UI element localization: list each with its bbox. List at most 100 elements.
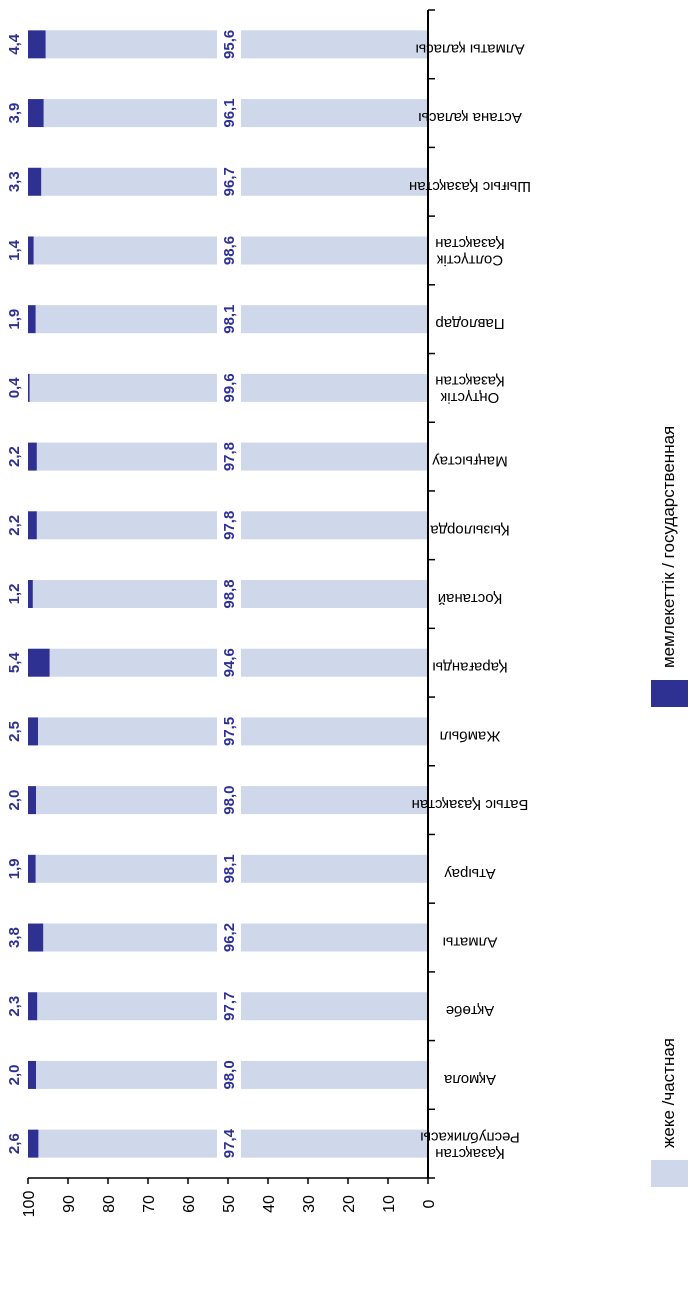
category-label-6: Маңғыстау [432,453,508,470]
bar-state-12 [28,854,36,883]
value-label-state-16: 2,6 [6,1133,23,1154]
value-label-backing [217,370,241,406]
category-label-7: Қызылорда [430,521,510,538]
value-label-state-6: 2,2 [6,446,23,467]
value-label-state-3: 1,4 [6,239,23,261]
value-label-state-9: 5,4 [6,652,23,674]
value-label-backing [217,919,241,956]
value-tick-label-100: 100 [21,1191,38,1218]
category-label-9: Қарағанды [432,659,507,676]
legend-swatch-state [651,680,688,707]
category-label-2: Шығыс Қазақстан [409,178,531,195]
category-label-5: ОңтүстікҚазақстан [435,373,505,407]
value-label-state-1: 3,9 [6,103,23,124]
legend-swatch-private [651,1160,688,1187]
legend-label-state: мемлекеттік / государственная [659,426,678,668]
category-label-4: Павлодар [435,315,504,332]
category-label-11: Батыс Қазақстан [412,796,529,813]
value-label-backing [217,645,241,681]
value-label-private-16: 97,4 [221,1128,238,1158]
value-label-backing [217,988,241,1024]
value-label-backing [217,576,241,612]
bar-state-8 [28,580,33,608]
category-label-12: Атырау [444,865,496,882]
category-label-8: Қостанай [438,590,503,607]
value-tick-label-20: 20 [341,1195,358,1213]
value-label-state-13: 3,8 [6,927,23,948]
bar-state-14 [28,992,38,1021]
value-label-backing [217,851,241,887]
value-label-state-11: 2,0 [6,790,23,811]
value-label-backing [217,95,241,131]
value-label-private-12: 98,1 [221,854,238,883]
value-label-backing [217,164,241,200]
value-label-private-5: 99,6 [221,373,238,402]
legend-label-private: жеке /частная [659,1038,678,1148]
bar-state-3 [28,236,34,265]
category-label-1: Астана қаласы [418,109,522,126]
value-label-private-2: 96,7 [221,167,238,196]
value-label-state-8: 1,2 [6,584,23,605]
bar-state-1 [28,99,44,128]
value-label-private-6: 97,8 [221,442,238,471]
value-label-private-1: 96,1 [221,98,238,127]
value-label-state-10: 2,5 [6,721,23,742]
bar-state-0 [28,30,46,59]
value-label-backing [217,782,241,818]
value-label-backing [217,1125,241,1162]
value-labels-group: 95,6 4,4 96,1 3,9 96,7 3,3 98,6 1,4 98,1 1,9 99,6 0… [6,26,241,1162]
bar-state-15 [28,1060,36,1089]
value-label-backing [217,507,241,543]
category-label-line: Қазақстан [435,373,505,390]
bar-state-2 [28,167,42,196]
value-label-private-4: 98,1 [221,305,238,334]
category-label-10: Жамбыл [440,727,501,744]
bar-state-5 [28,373,30,402]
category-label-15: Ақмола [443,1071,496,1088]
value-label-backing [217,713,241,750]
bar-state-9 [28,648,50,677]
value-label-private-15: 98,0 [221,1060,238,1089]
value-label-private-9: 94,6 [221,648,238,677]
category-label-13: Алматы [443,934,498,951]
value-tick-label-50: 50 [221,1195,238,1213]
bar-state-10 [28,717,38,746]
category-label-line: Оңтүстік [440,389,499,406]
value-label-backing [217,26,241,62]
category-label-14: Ақтөбе [446,1002,495,1019]
value-label-private-7: 97,8 [221,511,238,540]
legend: жеке /частная мемлекеттік / государствен… [651,426,688,1187]
value-label-state-15: 2,0 [6,1065,23,1086]
category-label-line: Республикасы [420,1128,520,1145]
value-tick-label-10: 10 [381,1195,398,1213]
value-label-private-0: 95,6 [221,30,238,59]
value-label-state-4: 1,9 [6,309,23,330]
value-tick-label-0: 0 [421,1199,438,1208]
value-label-backing [217,301,241,337]
category-label-line: Қазақстан [435,1145,505,1162]
value-tick-label-40: 40 [261,1195,278,1213]
category-label-line: Қазақстан [435,235,505,252]
value-tick-label-90: 90 [61,1195,78,1213]
value-label-state-12: 1,9 [6,858,23,879]
value-label-private-11: 98,0 [221,786,238,815]
value-label-state-5: 0,4 [6,377,23,399]
bar-state-4 [28,305,36,334]
value-label-private-14: 97,7 [221,992,238,1021]
value-tick-label-60: 60 [181,1195,198,1213]
bar-state-16 [28,1129,39,1158]
bar-state-7 [28,511,37,540]
value-label-state-7: 2,2 [6,515,23,536]
value-label-private-13: 96,2 [221,923,238,952]
value-label-backing [217,438,241,475]
bar-state-6 [28,442,37,471]
category-label-0: Алматы қаласы [415,40,524,57]
value-tick-label-80: 80 [101,1195,118,1213]
value-label-state-2: 3,3 [6,171,23,192]
value-axis: 0 10 20 30 40 50 60 70 80 90 100 [21,9,438,1218]
category-labels-group: Алматы қаласы Астана қаласы Шығыс Қазақста… [409,40,531,1162]
value-label-state-0: 4,4 [6,33,23,55]
bar-state-11 [28,786,36,815]
value-label-private-10: 97,5 [221,717,238,746]
